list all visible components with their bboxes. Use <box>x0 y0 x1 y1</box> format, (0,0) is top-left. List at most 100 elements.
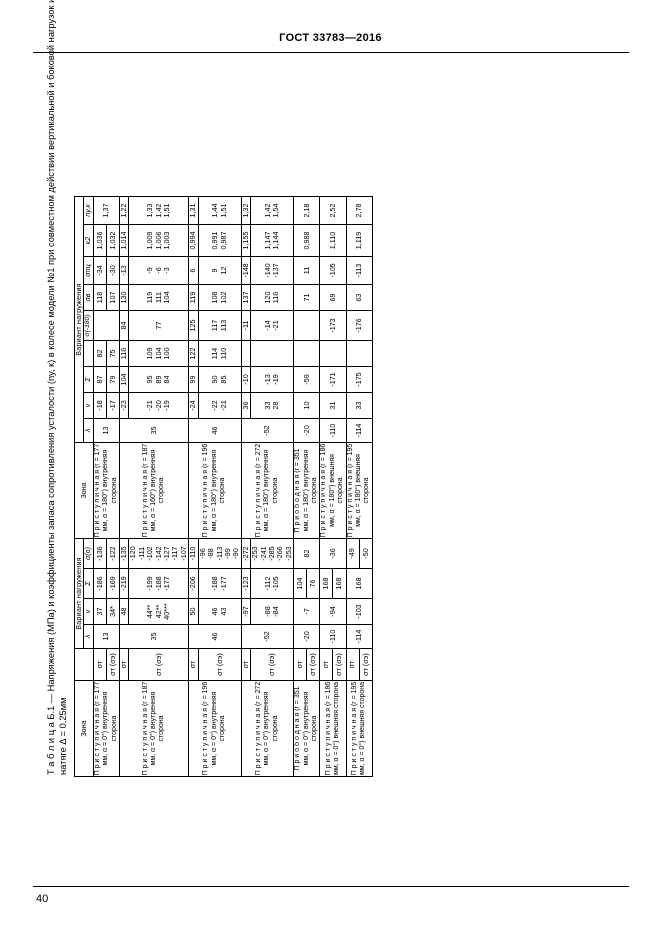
cell-spc-r: -113 <box>346 256 373 285</box>
zone-label-right: П р и с т у п и ч н а я (r = 187 мм, α =… <box>119 442 189 539</box>
zone-label-left: П р и с т у п и ч н а я (r = 187 мм, α =… <box>119 680 189 777</box>
cell-sum2-r <box>241 340 251 367</box>
cell-sum2-r: 82 <box>93 340 107 367</box>
cell-so: -36 <box>319 538 347 569</box>
cell-sum2-r <box>319 340 347 367</box>
cell-k2-r: 0,988 <box>293 224 320 257</box>
cell-k2-r: 1,032 <box>106 224 120 257</box>
val: 1,003 <box>162 231 172 250</box>
table-row: П р и с т у п и ч н а я (r = 177 мм, α =… <box>93 196 120 777</box>
cell-so-multi: -253 -241 -285 -266 -253 <box>250 538 294 569</box>
cell-nu-r-multi: -22 -21 <box>198 392 242 419</box>
cell-sum2-r-multi: 114 110 <box>198 340 242 367</box>
val: -177 <box>218 576 228 591</box>
cell-so: -110 <box>188 538 199 569</box>
cell-nu-r: 33 <box>346 392 373 419</box>
cell-sum-r: -175 <box>346 366 373 393</box>
cell-sum2-r: 122 <box>188 340 199 367</box>
val: -21 <box>218 400 228 411</box>
val: -19 <box>162 400 172 411</box>
cell-sum: -219 <box>119 568 129 599</box>
cell-nu: -7 <box>293 598 320 625</box>
cell-sum: -186 <box>93 568 107 599</box>
cell-sum-r: 87 <box>93 366 107 393</box>
cell-n-r: 2,18 <box>293 196 320 225</box>
cell-s180-r: 77 <box>128 310 189 341</box>
cell-nu-r: -24 <box>188 392 199 419</box>
cell-k2-r: 0,994 <box>188 224 199 257</box>
val: -19 <box>271 374 281 385</box>
stress-label: σт <box>293 648 307 681</box>
cell-sum-r: 79 <box>106 366 120 393</box>
cell-spc-r-multi: -140 -137 <box>250 256 294 285</box>
cell-lambda-r: -110 <box>319 418 347 443</box>
col-so-left: σ(о) <box>83 538 94 569</box>
stress-label: σт <box>93 648 107 681</box>
cell-nu: -94 <box>319 598 347 625</box>
col-sigma-pc: σпц <box>83 256 94 285</box>
cell-lambda-r: -52 <box>241 418 294 443</box>
cell-lambda: -20 <box>293 624 320 649</box>
table-row: П р и с т у п и ч н а я (r = 195 мм, α =… <box>346 196 373 777</box>
cell-s180-r: -173 <box>319 310 347 341</box>
cell-sv-r-multi: 119 111 104 <box>128 284 189 311</box>
col-sigma-extra <box>83 340 94 367</box>
cell-s180-r: 84 <box>119 310 129 341</box>
val: -107 <box>178 546 188 561</box>
cell-lambda: 35 <box>119 624 189 649</box>
cell-n-r: 1,37 <box>93 196 120 225</box>
col-sigma-left: Σ <box>83 568 94 599</box>
cell-nu-r-multi: 33 28 <box>250 392 294 419</box>
cell-k2-r: 1,036 <box>93 224 107 257</box>
table-header-row-1: Зона Вариант нагружения Зона Вариант наг… <box>74 196 94 777</box>
stress-label-eq: σт (σэ) <box>306 648 320 681</box>
val: 85 <box>218 375 228 384</box>
cell-so-multi: -96 -88 -113 -99 -90 <box>198 538 242 569</box>
zone-label-right: П р и с т у п и ч н а я (r = 177 мм, α =… <box>93 442 120 539</box>
val: 110 <box>218 347 228 360</box>
cell-sum-r: 104 <box>119 366 129 393</box>
val: 1,51 <box>162 203 172 218</box>
zone-label-left: П р и с т у п и ч н а я (r = 177 мм, α =… <box>93 680 120 777</box>
cell-n-r: 1,22 <box>119 196 129 225</box>
stress-label: σт <box>319 648 333 681</box>
page-number: 40 <box>36 893 49 905</box>
cell-lambda-r: -114 <box>346 418 373 443</box>
cell-n-r-multi: 1,33 1,42 1,51 <box>128 196 189 225</box>
cell-lambda: -52 <box>241 624 294 649</box>
cell-sv-r: 71 <box>293 284 320 311</box>
cell-sum2-r <box>250 340 294 367</box>
cell-lambda: -114 <box>346 624 373 649</box>
cell-sum-multi: -188 -177 <box>198 568 242 599</box>
rotated-table-block: Т а б л и ц а Б.1 — Напряжения (МПа) и к… <box>45 0 611 777</box>
header-stress-left <box>74 648 94 681</box>
zone-label-left: П р и о б о д н а я (r = 351 мм, α = 0°)… <box>293 680 320 777</box>
cell-nu-multi: 46 43 <box>198 598 242 625</box>
zone-label-right: П р и с т у п и ч н а я (r = 272 мм, α =… <box>241 442 294 539</box>
cell-sum2-r: 75 <box>106 340 120 367</box>
table-row: П р и с т у п и ч н а я (r = 196 мм, α =… <box>188 196 242 777</box>
cell-nu: 48 <box>119 598 129 625</box>
val: -21 <box>271 320 281 331</box>
cell-n-r: 2,52 <box>319 196 347 225</box>
val: -253 <box>283 546 293 561</box>
val: 116 <box>271 291 281 304</box>
val: -177 <box>162 576 172 591</box>
col-lambda-right: λ <box>83 418 94 443</box>
cell-so: -49 <box>346 538 360 569</box>
cell-sv-r: 118 <box>93 284 107 311</box>
cell-so: -136 <box>93 538 107 569</box>
cell-sum-r: -59 <box>293 366 320 393</box>
cell-s180-r <box>293 310 320 341</box>
zone-label-right: П р и о б о д н а я (r = 351 мм, α = 180… <box>293 442 320 539</box>
cell-nu-r: -17 <box>106 392 120 419</box>
val: 1,54 <box>271 203 281 218</box>
cell-sv-r: 69 <box>319 284 347 311</box>
table-row: П р и с т у п и ч н а я (r = 186 мм, α =… <box>319 196 347 777</box>
val: -84 <box>271 606 281 617</box>
cell-nu-r: -23 <box>119 392 129 419</box>
cell-s180-r-multi: -14 -21 <box>250 310 294 341</box>
zone-label-right: П р и с т у п и ч н а я (r = 196 мм, α =… <box>188 442 242 539</box>
cell-nu-multi: 44** 42** 40*** <box>128 598 189 625</box>
cell-sv-r: 107 <box>106 284 120 311</box>
